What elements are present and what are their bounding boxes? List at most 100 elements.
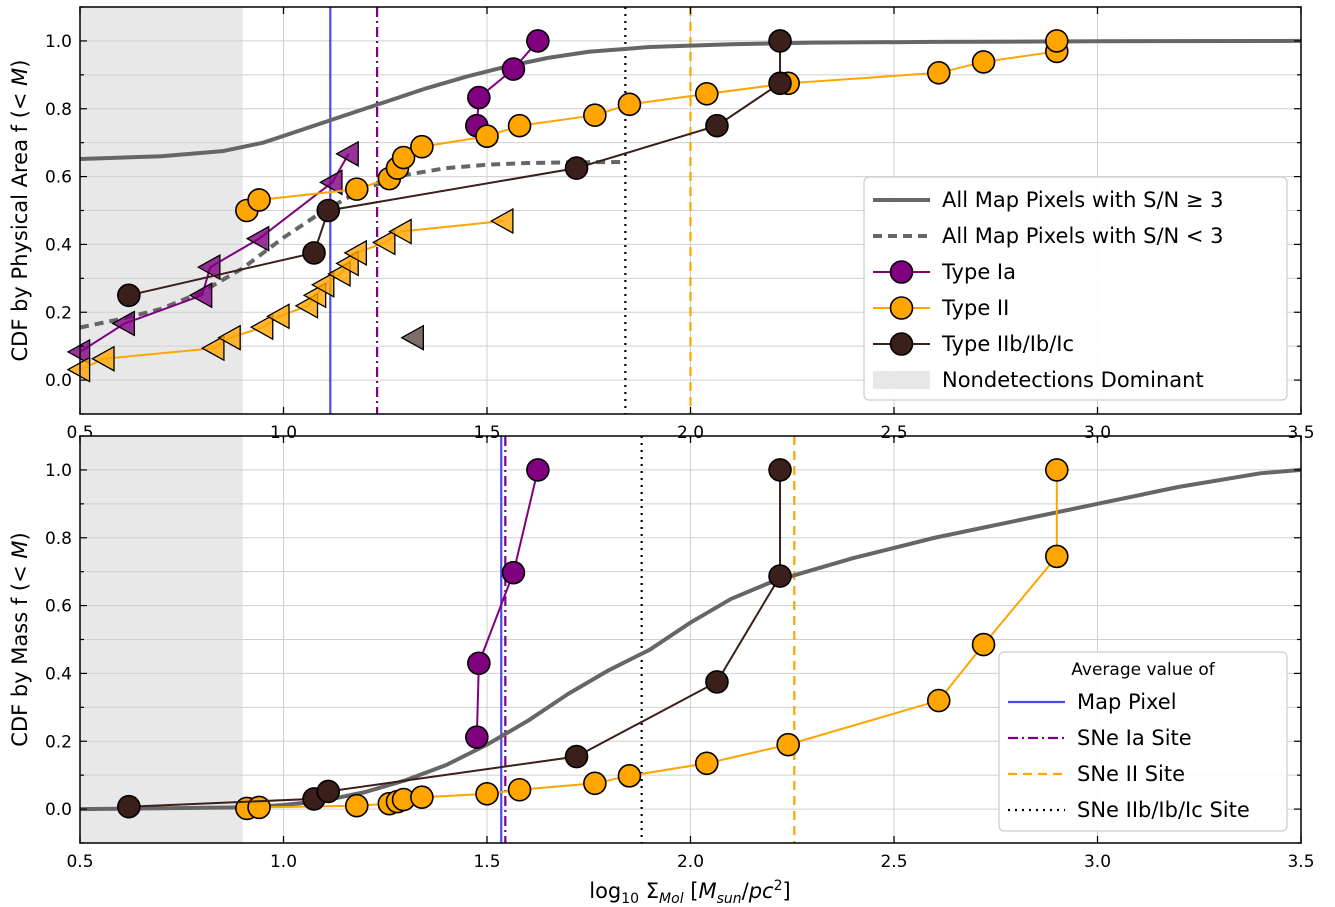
data-point	[117, 794, 141, 819]
nondetection-point	[400, 324, 424, 351]
data-point	[526, 29, 550, 53]
legend-label: SNe II Site	[1077, 762, 1185, 786]
data-point	[475, 782, 499, 806]
nondetection-point	[388, 218, 412, 245]
series-type-ia	[465, 458, 550, 749]
x-tick-label: 3.5	[1287, 423, 1314, 443]
data-point	[247, 795, 271, 820]
data-point	[583, 771, 607, 796]
nondetection-point	[91, 345, 115, 372]
legend-label: Type IIb/Ib/Ic	[941, 332, 1074, 356]
data-point	[302, 241, 326, 265]
x-tick-label: 1.5	[473, 852, 500, 872]
y-tick-label: 0.4	[45, 664, 72, 684]
legend-label: Map Pixel	[1077, 690, 1177, 714]
data-point	[467, 651, 491, 676]
series-line	[79, 38, 1302, 161]
x-tick-label: 2.5	[880, 423, 907, 443]
data-point	[926, 60, 951, 85]
legend-label: All Map Pixels with S/N ≥ 3	[942, 188, 1224, 212]
legend-label: Nondetections Dominant	[942, 368, 1204, 392]
data-point	[694, 751, 719, 776]
series-connector	[475, 40, 539, 126]
data-point	[768, 458, 792, 482]
data-point	[344, 793, 369, 818]
series-all-map-pixels-with-s-n-3	[79, 159, 626, 330]
y-tick-label: 1.0	[45, 461, 72, 481]
nondetection-point	[335, 140, 359, 167]
y-tick-label: 0.6	[45, 597, 72, 617]
data-point	[971, 632, 996, 657]
legend-label: SNe Ia Site	[1077, 726, 1192, 750]
y-tick-label: 0.2	[45, 732, 72, 752]
nondetection-point	[66, 338, 91, 366]
x-tick-label: 2.0	[677, 423, 704, 443]
legend-handle-patch	[873, 371, 930, 389]
x-tick-label: 1.0	[270, 852, 297, 872]
nondetection-point	[319, 169, 343, 196]
data-point	[583, 103, 607, 127]
x-tick-label: 3.0	[1084, 423, 1111, 443]
data-point	[526, 458, 550, 482]
nondetection-point	[489, 207, 514, 235]
y-tick-label: 0.0	[45, 800, 72, 820]
legend: Average value of Map Pixel SNe Ia Site SNe …	[998, 651, 1288, 832]
data-point	[564, 156, 589, 180]
data-point	[926, 688, 951, 713]
data-point	[1045, 29, 1069, 53]
data-point	[705, 670, 729, 694]
x-axis-title-text: log10 ΣMol [Msun/pc2]	[589, 878, 790, 907]
data-point	[507, 777, 532, 802]
x-tick-label: 3.5	[1287, 852, 1314, 872]
legend-handle-circle	[873, 332, 930, 356]
nondetection-point	[188, 282, 213, 309]
y-axis-title: CDF by Physical Area f (< M)	[8, 60, 32, 362]
data-point	[694, 82, 719, 106]
data-point	[247, 188, 271, 212]
y-tick-label: 0.2	[45, 303, 72, 323]
nondetection-point	[343, 239, 368, 267]
data-point	[410, 785, 434, 810]
nondetection-point	[111, 310, 136, 337]
series-type-iib-ib-ic	[117, 458, 792, 819]
nondetection-point	[371, 229, 396, 256]
nondetection-point	[66, 356, 91, 383]
data-point	[117, 283, 141, 308]
y-tick-label: 0.6	[45, 168, 72, 188]
data-point	[316, 779, 341, 804]
data-point	[410, 134, 434, 159]
legend-box	[998, 651, 1288, 832]
legend-label: Type Ia	[941, 260, 1016, 284]
series-type-iib-ib-ic	[117, 29, 792, 308]
data-point	[344, 177, 369, 201]
data-point	[501, 560, 526, 585]
data-point	[768, 29, 792, 53]
nondetection-point	[310, 271, 335, 298]
data-point	[1045, 458, 1069, 482]
series-type-ii-nondetections	[66, 207, 514, 383]
legend-label: SNe IIb/Ib/Ic Site	[1077, 798, 1250, 822]
x-tick-label: 3.0	[1084, 852, 1111, 872]
legend-title: Average value of	[1071, 660, 1215, 680]
data-point	[564, 744, 589, 769]
legend: All Map Pixels with S/N ≥ 3 All Map Pixel…	[863, 176, 1288, 401]
data-point	[1045, 544, 1069, 569]
data-point	[705, 113, 729, 138]
nondetection-point	[266, 303, 290, 330]
series-type-ia	[465, 29, 550, 138]
series-line	[79, 159, 626, 330]
series-type-ia-nondetections	[66, 140, 359, 366]
x-tick-label: 1.0	[270, 423, 297, 443]
data-point	[467, 85, 491, 110]
data-point	[617, 92, 642, 117]
nondetection-point	[196, 254, 221, 281]
data-point	[507, 113, 532, 138]
series-type-iib-ib-ic-nondetection	[400, 324, 424, 351]
data-point	[316, 198, 341, 223]
series-connector	[475, 469, 539, 738]
data-point	[391, 145, 416, 170]
series-type-ii	[235, 29, 1069, 223]
data-point	[768, 564, 792, 588]
series-type-ii	[235, 458, 1069, 821]
